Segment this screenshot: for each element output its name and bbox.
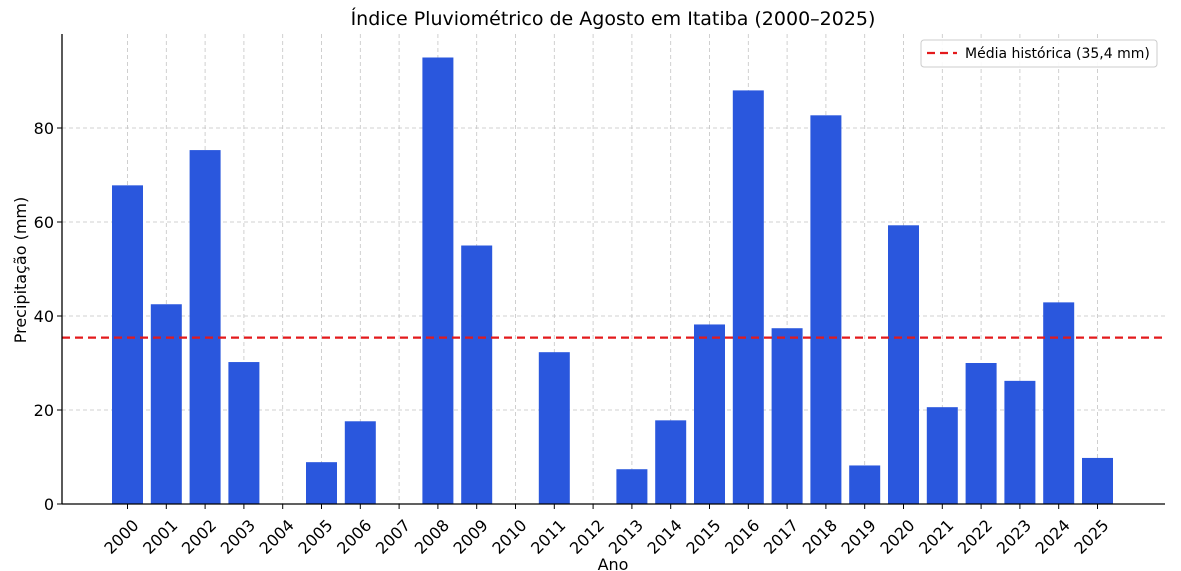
x-tick-label: 2012 bbox=[566, 516, 608, 558]
bar-2008 bbox=[422, 57, 454, 504]
bar-2020 bbox=[888, 225, 919, 505]
bar-2024 bbox=[1043, 302, 1075, 504]
bar-2013 bbox=[616, 469, 648, 504]
x-ticks: 2000200120022003200420052006200720082009… bbox=[100, 504, 1113, 558]
x-tick-label: 2021 bbox=[915, 516, 957, 558]
x-tick-label: 2017 bbox=[760, 516, 802, 558]
bar-2002 bbox=[189, 150, 221, 504]
x-axis-label: Ano bbox=[598, 555, 629, 571]
bar-2017 bbox=[771, 328, 803, 504]
x-tick-label: 2015 bbox=[682, 516, 724, 558]
x-tick-label: 2013 bbox=[605, 516, 647, 558]
x-tick-label: 2004 bbox=[256, 516, 298, 558]
bar-2003 bbox=[228, 362, 260, 504]
x-tick-label: 2020 bbox=[876, 516, 918, 558]
bars bbox=[112, 57, 1113, 505]
x-tick-label: 2023 bbox=[993, 516, 1035, 558]
x-tick-label: 2011 bbox=[527, 516, 569, 558]
x-tick-label: 2008 bbox=[411, 516, 453, 558]
y-tick-label: 60 bbox=[34, 213, 54, 232]
x-tick-label: 2010 bbox=[488, 516, 530, 558]
bar-2022 bbox=[965, 363, 997, 504]
x-tick-label: 2000 bbox=[100, 516, 142, 558]
x-tick-label: 2019 bbox=[838, 516, 880, 558]
bar-2014 bbox=[655, 420, 687, 504]
legend: Média histórica (35,4 mm) bbox=[920, 39, 1158, 68]
bar-2005 bbox=[306, 462, 337, 504]
y-tick-label: 20 bbox=[34, 401, 54, 420]
y-tick-label: 0 bbox=[44, 495, 54, 514]
x-tick-label: 2014 bbox=[644, 516, 686, 558]
x-tick-label: 2025 bbox=[1070, 516, 1112, 558]
y-tick-label: 80 bbox=[34, 119, 54, 138]
legend-label: Média histórica (35,4 mm) bbox=[965, 46, 1150, 62]
x-tick-label: 2016 bbox=[721, 516, 763, 558]
x-tick-label: 2018 bbox=[799, 516, 841, 558]
x-tick-label: 2003 bbox=[217, 516, 259, 558]
bar-2016 bbox=[732, 90, 764, 505]
chart-title: Índice Pluviométrico de Agosto em Itatib… bbox=[351, 7, 876, 30]
x-tick-label: 2024 bbox=[1032, 516, 1074, 558]
bar-2025 bbox=[1082, 457, 1113, 504]
x-tick-label: 2009 bbox=[450, 516, 492, 558]
y-tick-label: 40 bbox=[34, 307, 54, 326]
bar-2021 bbox=[926, 407, 958, 504]
bar-2018 bbox=[810, 115, 842, 504]
x-tick-label: 2006 bbox=[333, 516, 375, 558]
x-tick-label: 2005 bbox=[294, 516, 336, 558]
legend-box bbox=[920, 39, 1158, 68]
bar-2015 bbox=[694, 324, 725, 504]
y-ticks: 0 20 40 60 80 bbox=[34, 119, 62, 514]
bar-2001 bbox=[150, 304, 182, 504]
bar-2011 bbox=[538, 352, 570, 504]
x-tick-label: 2001 bbox=[139, 516, 181, 558]
bar-2009 bbox=[461, 245, 493, 504]
x-tick-label: 2022 bbox=[954, 516, 996, 558]
bar-2006 bbox=[344, 421, 376, 504]
bar-2000 bbox=[112, 185, 143, 504]
x-tick-label: 2002 bbox=[178, 516, 220, 558]
y-axis-label: Precipitação (mm) bbox=[11, 197, 30, 344]
bar-2019 bbox=[849, 465, 881, 504]
bar-2023 bbox=[1004, 380, 1036, 504]
x-tick-label: 2007 bbox=[372, 516, 414, 558]
grid bbox=[62, 34, 1165, 504]
